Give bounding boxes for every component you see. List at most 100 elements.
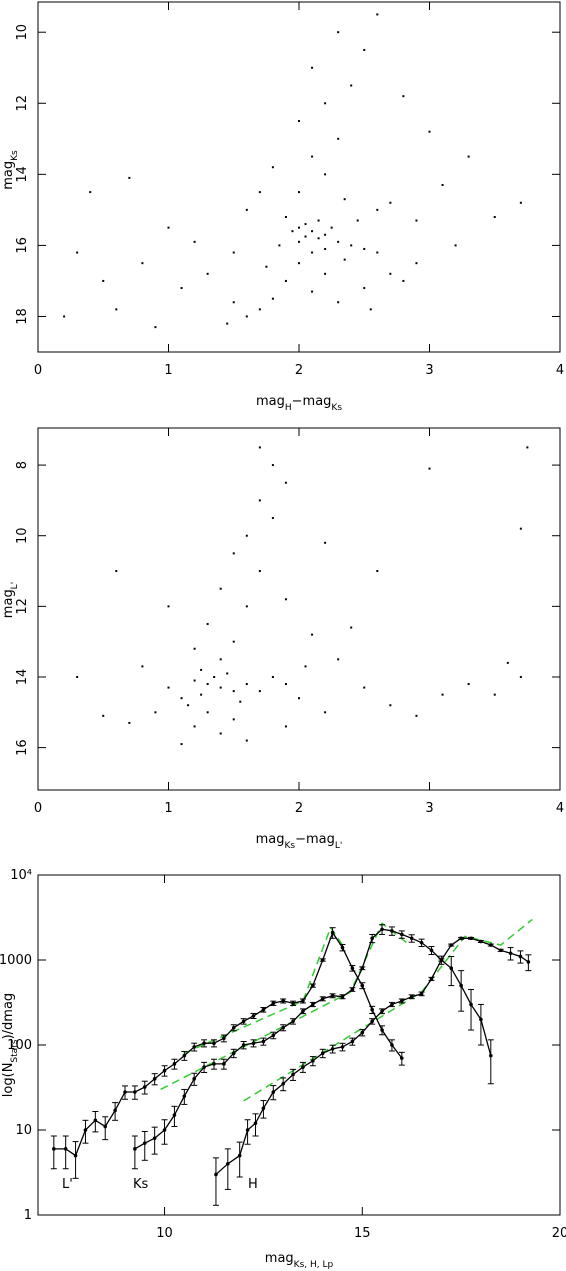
scatter-point <box>389 704 392 707</box>
scatter-point <box>324 233 327 236</box>
data-point <box>245 1128 250 1132</box>
scatter-point <box>284 683 287 686</box>
data-point <box>340 1045 345 1049</box>
scatter-point <box>298 226 300 229</box>
scatter-point <box>376 13 379 16</box>
scatter-point <box>219 658 222 661</box>
data-point <box>360 983 365 988</box>
data-point <box>281 1025 285 1030</box>
scatter-point <box>298 262 300 265</box>
y-tick-label: 18 <box>15 308 30 325</box>
scatter-point <box>343 258 346 261</box>
scatter-point <box>180 287 183 290</box>
x-tick-label: 10 <box>156 1226 173 1241</box>
data-point <box>142 1141 147 1145</box>
scatter-point <box>167 686 170 689</box>
data-point <box>479 939 483 944</box>
scatter-point <box>193 725 196 728</box>
scatter-point <box>298 240 300 243</box>
scatter-point <box>200 693 203 696</box>
error-bar <box>151 1126 158 1155</box>
data-point <box>212 1062 216 1066</box>
data-point <box>350 1039 355 1044</box>
data-point <box>409 994 414 999</box>
scatter-point <box>337 240 340 243</box>
scatter-point <box>232 718 235 721</box>
scatter-point <box>180 697 183 700</box>
data-point <box>113 1108 117 1113</box>
scatter-point <box>141 262 144 265</box>
scatter-point <box>324 272 327 275</box>
scatter-point <box>317 237 320 240</box>
data-point <box>419 992 424 996</box>
scatter-point <box>428 130 431 133</box>
scatter-point <box>493 215 496 218</box>
axis-label: log(NStars)/dmag <box>1 993 20 1097</box>
y-tick-label: 14 <box>15 166 30 183</box>
data-point <box>241 1019 246 1024</box>
axis-label-part: Stars <box>10 1039 20 1062</box>
scatter-point <box>76 251 79 254</box>
data-point <box>162 1068 167 1073</box>
axis-label-part: mag <box>256 394 285 409</box>
scatter-point <box>519 675 522 678</box>
scatter-point <box>258 308 261 311</box>
y-tick-label: 12 <box>15 95 30 112</box>
error-bar <box>72 1141 79 1179</box>
y-tick-label: 8 <box>15 461 30 469</box>
data-point <box>380 927 384 932</box>
scatter-point <box>350 84 353 87</box>
data-point <box>380 1028 384 1032</box>
data-point <box>202 1065 206 1069</box>
data-point <box>231 1051 236 1056</box>
scatter-point <box>232 251 235 254</box>
data-point <box>360 966 365 971</box>
scatter-point <box>467 683 470 686</box>
scatter-point <box>454 244 457 247</box>
scatter-point <box>402 95 405 98</box>
axis-label-part: Ks, H, Lp <box>294 1260 334 1270</box>
scatter-point <box>311 66 314 69</box>
scatter-point <box>324 173 327 176</box>
x-tick-label: 4 <box>556 363 564 378</box>
axis-label-part: Ks <box>331 403 342 413</box>
scatter-point <box>363 247 366 250</box>
error-bar <box>161 1119 168 1145</box>
data-point <box>301 999 305 1003</box>
axis-label-part: L' <box>335 841 343 851</box>
scatter-point <box>141 665 144 668</box>
data-point <box>469 1002 473 1007</box>
scatter-point <box>193 647 196 650</box>
data-point <box>459 936 463 941</box>
axis-label-part: mag <box>256 832 285 847</box>
plot-frame <box>37 1 561 353</box>
data-point <box>508 951 513 956</box>
error-bar <box>62 1135 69 1170</box>
data-point <box>237 1153 242 1158</box>
scatter-point <box>102 279 105 282</box>
fit-line <box>243 918 533 1102</box>
data-point <box>429 948 434 953</box>
data-point <box>271 1001 276 1006</box>
data-point <box>251 1014 256 1018</box>
data-point <box>281 999 285 1003</box>
data-point <box>311 1059 315 1063</box>
axis-label: magKs, H, Lp <box>265 1251 334 1270</box>
scatter-point <box>200 668 203 671</box>
scatter-point <box>284 725 287 728</box>
axis-label: magKs <box>1 150 20 190</box>
data-point <box>93 1118 98 1123</box>
x-tick-label: 3 <box>425 363 433 378</box>
data-point <box>152 1077 157 1081</box>
scatter-point <box>304 223 307 226</box>
scatter-point <box>467 155 470 158</box>
data-point <box>360 1030 365 1035</box>
y-tick-label: 10 <box>15 24 30 41</box>
data-point <box>390 1002 394 1007</box>
y-tick-label: 10⁴ <box>10 868 32 883</box>
data-point <box>162 1128 167 1132</box>
data-point <box>133 1147 137 1151</box>
data-point <box>52 1147 56 1151</box>
scatter-point <box>206 711 209 714</box>
scatter-point <box>245 315 248 318</box>
